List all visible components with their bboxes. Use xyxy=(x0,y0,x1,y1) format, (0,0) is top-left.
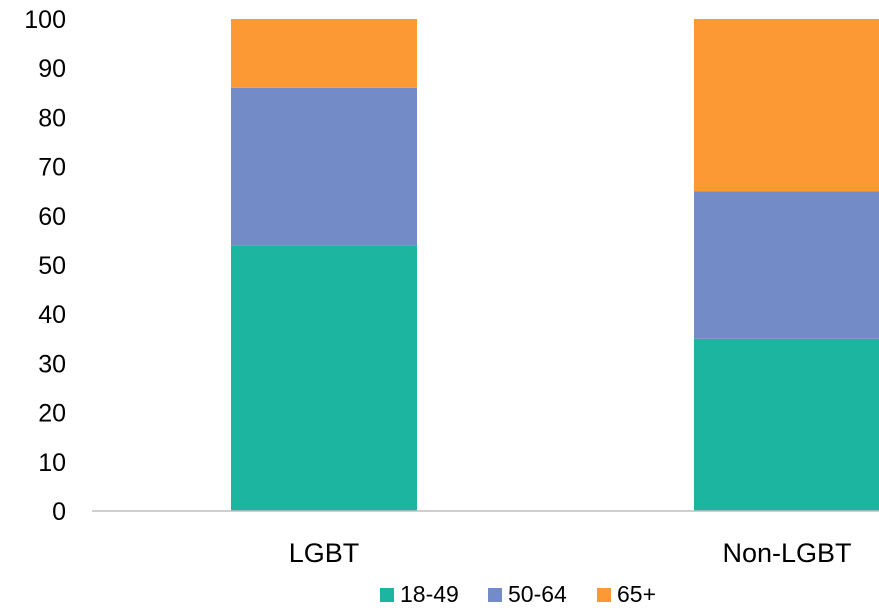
y-tick-label: 40 xyxy=(38,301,66,329)
y-tick-label: 30 xyxy=(38,350,66,378)
bar-lgbt-18-49 xyxy=(231,245,417,511)
bar-non-lgbt-18-49 xyxy=(694,338,879,511)
bar-non-lgbt-50-64 xyxy=(694,191,879,339)
y-tick-label: 20 xyxy=(38,400,66,428)
category-label: LGBT xyxy=(289,538,360,568)
legend-swatch xyxy=(488,588,502,602)
y-tick-label: 10 xyxy=(38,449,66,477)
bars xyxy=(231,19,879,511)
y-axis-ticks: 0 10 20 30 40 50 60 70 80 90 100 xyxy=(24,6,66,526)
y-tick-label: 0 xyxy=(52,498,66,526)
y-tick-label: 50 xyxy=(38,252,66,280)
legend-label: 50-64 xyxy=(508,581,567,607)
y-tick-label: 60 xyxy=(38,203,66,231)
legend: 18-49 50-64 65+ xyxy=(380,581,656,607)
legend-label: 65+ xyxy=(617,581,656,607)
y-tick-label: 90 xyxy=(38,55,66,83)
bar-non-lgbt-65plus xyxy=(694,19,879,192)
category-label: Non-LGBT xyxy=(722,538,851,568)
legend-label: 18-49 xyxy=(400,581,459,607)
y-tick-label: 100 xyxy=(24,6,66,34)
category-labels: LGBT Non-LGBT xyxy=(289,538,852,568)
legend-swatch xyxy=(597,588,611,602)
y-tick-label: 70 xyxy=(38,154,66,182)
legend-swatch xyxy=(380,588,394,602)
bar-lgbt-65plus xyxy=(231,19,417,88)
y-tick-label: 80 xyxy=(38,104,66,132)
bar-lgbt-50-64 xyxy=(231,87,417,246)
